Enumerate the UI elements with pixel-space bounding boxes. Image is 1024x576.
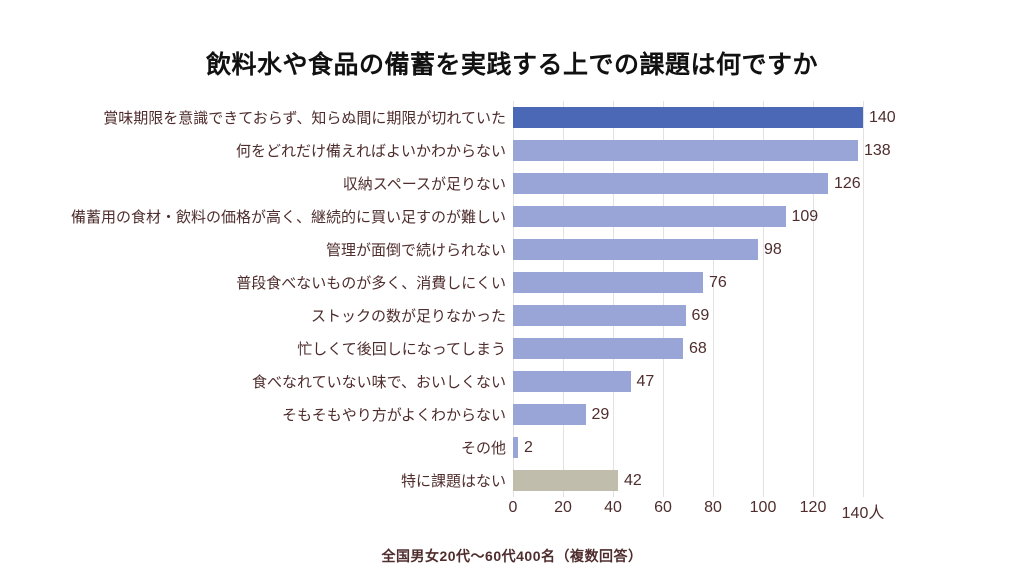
category-label: ストックの数が足りなかった [310,308,506,325]
bar-track: 68 [513,332,1024,365]
bar-row: 食べなれていない味で、おいしくない 47 [0,365,1024,398]
category-label: その他 [460,440,506,457]
gridline [513,101,514,497]
bar [513,437,518,458]
bar-track: 69 [513,299,1024,332]
category-label: 管理が面倒で続けられない [325,242,506,259]
value-label: 98 [764,240,782,258]
bar-row: 収納スペースが足りない 126 [0,167,1024,200]
bar [513,140,858,161]
gridline [563,101,564,497]
bar-track: 2 [513,431,1024,464]
bar [513,338,683,359]
gridline [763,101,764,497]
bar-row: 管理が面倒で続けられない 98 [0,233,1024,266]
bar [513,404,586,425]
value-label: 126 [834,174,861,192]
value-label: 42 [624,471,642,489]
bar-track: 42 [513,464,1024,497]
value-label: 2 [524,438,533,456]
bar [513,470,618,491]
category-label: 賞味期限を意識できておらず、知らぬ間に期限が切れていた [103,110,506,127]
gridline [863,101,864,497]
bar-track: 98 [513,233,1024,266]
gridlines [0,101,1024,497]
value-label: 47 [636,372,655,390]
category-label: 普段食べないものが多く、消費しにくい [236,275,506,292]
value-label: 29 [591,405,610,423]
bar [513,206,786,227]
bar-track: 29 [513,398,1024,431]
gridline [613,101,614,497]
bar-rows: 賞味期限を意識できておらず、知らぬ間に期限が切れていた 140 何をどれだけ備えれば… [0,101,1024,497]
category-label: 忙しくて後回しになってしまう [297,341,506,358]
bar [513,107,863,128]
category-label: 備蓄用の食材・飲料の価格が高く、継続的に買い足すのが難しい [70,209,506,226]
bar-track: 109 [513,200,1024,233]
bar-row: ストックの数が足りなかった 69 [0,299,1024,332]
gridline [813,101,814,497]
value-label: 69 [691,306,710,324]
chart-caption: 全国男女20代〜60代400名（複数回答） [381,548,643,564]
gridline [713,101,714,497]
bar-row: 特に課題はない 42 [0,464,1024,497]
gridline [663,101,664,497]
x-tick-label: 40 [604,499,622,516]
category-label: 食べなれていない味で、おいしくない [252,374,506,391]
bar [513,305,686,326]
category-label: そもそもやり方がよくわからない [282,407,506,424]
chart-title: 飲料水や食品の備蓄を実践する上での課題は何ですか [205,51,818,79]
bar-track: 138 [513,134,1024,167]
bar-row: 普段食べないものが多く、消費しにくい 76 [0,266,1024,299]
bar-row: 忙しくて後回しになってしまう 68 [0,332,1024,365]
x-tick-label: 20 [554,499,572,516]
bar [513,173,828,194]
value-label: 138 [864,141,891,159]
value-label: 140 [869,108,896,126]
bar-row: その他 2 [0,431,1024,464]
x-tick-label: 0 [508,499,518,516]
value-label: 68 [689,339,707,357]
value-label: 109 [791,207,819,225]
x-tick-label: 100 [749,499,777,516]
bar-row: 何をどれだけ備えればよいかわからない 138 [0,134,1024,167]
x-axis: 0 20 40 60 80 100 120 140人 [0,497,1024,522]
bar [513,272,703,293]
bar-row: 備蓄用の食材・飲料の価格が高く、継続的に買い足すのが難しい 109 [0,200,1024,233]
bar-track: 126 [513,167,1024,200]
x-tick-label: 120 [799,499,827,516]
bar-track: 140 [513,101,1024,134]
bar [513,239,758,260]
bar-track: 76 [513,266,1024,299]
bar-chart: 賞味期限を意識できておらず、知らぬ間に期限が切れていた 140 何をどれだけ備えれば… [0,101,1024,522]
value-label: 76 [709,273,727,291]
category-label: 何をどれだけ備えればよいかわからない [235,143,506,160]
bar-row: 賞味期限を意識できておらず、知らぬ間に期限が切れていた 140 [0,101,1024,134]
x-tick-label: 140人 [841,505,885,522]
bar [513,371,631,392]
category-label: 特に課題はない [400,473,506,490]
bar-track: 47 [513,365,1024,398]
category-label: 収納スペースが足りない [342,176,506,193]
bar-row: そもそもやり方がよくわからない 29 [0,398,1024,431]
x-tick-label: 60 [654,499,672,516]
x-tick-label: 80 [704,499,722,516]
